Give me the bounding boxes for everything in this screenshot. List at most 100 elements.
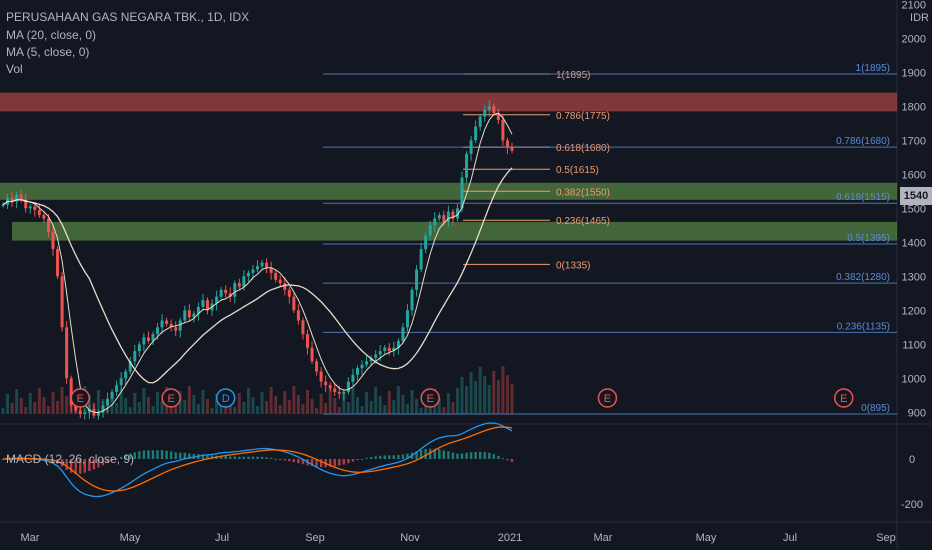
candle-body-89 — [405, 310, 409, 328]
volume-bar-57 — [260, 392, 264, 414]
macd-hist-103 — [469, 452, 473, 459]
time-tick-1: May — [120, 532, 141, 544]
fib-right-label-1: 0.786(1680) — [836, 136, 890, 147]
volume-bar-21 — [96, 390, 100, 414]
macd-hist-110 — [501, 458, 505, 460]
volume-bar-80 — [365, 392, 369, 414]
macd-hist-84 — [383, 455, 386, 459]
price-tick-6: 1500 — [902, 203, 926, 215]
candle-body-61 — [278, 279, 282, 284]
volume-bar-13 — [60, 387, 64, 414]
macd-hist-83 — [379, 455, 382, 459]
candle-body-64 — [292, 296, 296, 311]
volume-bar-28 — [128, 407, 132, 414]
macd-legend[interactable]: MACD (12, 26, close, 9) — [6, 452, 135, 466]
macd-hist-80 — [365, 457, 368, 459]
candle-body-36 — [165, 320, 169, 324]
macd-hist-69 — [315, 459, 318, 467]
candle-body-74 — [337, 391, 341, 394]
volume-bar-103 — [469, 372, 473, 414]
candle-body-101 — [460, 177, 464, 209]
candle-body-4 — [19, 194, 23, 200]
volume-bar-42 — [192, 395, 196, 414]
candle-body-48 — [219, 289, 223, 297]
candle-body-9 — [42, 215, 46, 219]
candle-body-13 — [60, 276, 64, 328]
candle-body-57 — [260, 262, 264, 267]
volume-bar-41 — [187, 386, 191, 414]
candle-body-18 — [83, 412, 87, 414]
macd-hist-51 — [233, 456, 236, 459]
volume-bar-35 — [160, 401, 164, 414]
volume-bar-70 — [319, 394, 323, 414]
macd-hist-99 — [451, 452, 455, 459]
candle-body-63 — [287, 289, 291, 297]
candle-body-67 — [305, 334, 309, 348]
volume-bar-112 — [510, 384, 514, 414]
zone-green-2 — [12, 221, 897, 241]
volume-bar-87 — [396, 386, 400, 414]
candle-body-14 — [65, 327, 69, 379]
volume-bar-99 — [451, 402, 455, 414]
macd-hist-76 — [347, 459, 350, 464]
candle-body-11 — [51, 232, 55, 250]
candle-body-38 — [174, 327, 178, 331]
candle-body-76 — [346, 381, 350, 392]
macd-hist-101 — [460, 453, 464, 459]
event-marker-2 — [215, 388, 236, 408]
macd-hist-17 — [79, 459, 82, 474]
candle-body-50 — [228, 293, 232, 297]
candle-body-2 — [10, 198, 14, 202]
macd-hist-86 — [392, 455, 396, 459]
volume-bar-19 — [87, 395, 91, 414]
macd-hist-33 — [151, 450, 155, 459]
volume-bar-20 — [92, 404, 96, 414]
volume-bar-3 — [15, 389, 19, 414]
macd-hist-92 — [419, 449, 423, 459]
fib-right-label-5: 0.236(1135) — [837, 321, 890, 332]
candle-body-104 — [474, 126, 478, 141]
candle-body-55 — [251, 269, 255, 273]
macd-hist-89 — [406, 453, 409, 459]
event-label-3: E — [427, 393, 434, 405]
event-marker-4 — [597, 388, 618, 408]
volume-bar-83 — [378, 396, 382, 414]
zone-green-1 — [0, 182, 897, 200]
candle-body-29 — [133, 351, 137, 362]
macd-hist-34 — [156, 450, 159, 459]
macd-hist-102 — [465, 452, 468, 459]
symbol-title[interactable]: PERUSAHAAN GAS NEGARA TBK., 1D, IDX — [6, 10, 250, 24]
ma5-legend[interactable]: MA (5, close, 0) — [6, 45, 90, 59]
candle-body-30 — [137, 344, 141, 352]
candle-body-27 — [124, 371, 128, 379]
fib-left-label-5: 0.236(1465) — [556, 216, 610, 227]
candle-body-105 — [478, 116, 482, 127]
volume-bar-56 — [256, 406, 259, 414]
volume-bar-0 — [1, 408, 5, 414]
macd-hist-111 — [506, 459, 509, 461]
price-tick-3: 1200 — [902, 305, 926, 317]
volume-bar-92 — [419, 408, 423, 414]
price-tick-0: 900 — [908, 407, 926, 419]
price-tick-8: 1700 — [902, 135, 926, 147]
volume-bar-39 — [178, 391, 182, 414]
volume-legend[interactable]: Vol — [6, 62, 23, 76]
ma20-legend[interactable]: MA (20, close, 0) — [6, 28, 97, 42]
volume-bar-107 — [487, 385, 491, 414]
candle-body-109 — [496, 113, 500, 120]
volume-bar-7 — [33, 402, 37, 414]
time-tick-2: Jul — [215, 532, 229, 544]
candle-body-6 — [28, 206, 32, 209]
macd-hist-19 — [88, 459, 91, 472]
macd-hist-41 — [188, 453, 191, 459]
fib-right-label-6: 0(895) — [861, 403, 890, 414]
macd-hist-44 — [201, 454, 205, 459]
macd-line — [2, 422, 513, 498]
volume-bar-8 — [37, 388, 41, 414]
candle-body-16 — [74, 405, 78, 411]
volume-bar-97 — [442, 407, 446, 414]
fib-left-label-1: 0.786(1775) — [556, 111, 610, 122]
price-tick-2: 1100 — [902, 339, 926, 351]
candle-body-53 — [242, 276, 246, 287]
